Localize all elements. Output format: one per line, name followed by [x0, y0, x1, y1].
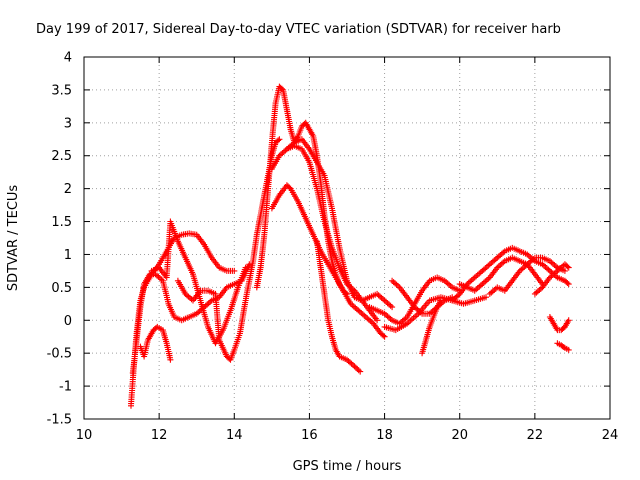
x-tick-label: 10: [76, 428, 93, 443]
x-tick-label: 22: [527, 428, 544, 443]
series-sat-q: [486, 261, 546, 297]
series-sat-o: [449, 244, 572, 304]
plot-frame: [83, 56, 611, 420]
series-markers: [283, 136, 396, 311]
series-sat-d: [148, 218, 249, 347]
y-axis-label: SDTVAR / TECUs: [6, 185, 21, 292]
y-tick-label: -0.5: [47, 347, 72, 362]
series-sat-s: [546, 314, 572, 334]
series-group: [128, 83, 572, 409]
series-markers: [486, 261, 546, 297]
series-markers: [531, 261, 572, 297]
y-tick-labels: -1.5 -1 -0.5 0 0.5 1 1.5 2 2.5 3 3.5 4: [47, 51, 72, 428]
series-sat-f: [253, 83, 350, 297]
series-sat-k: [366, 274, 463, 327]
series-markers: [554, 340, 572, 353]
y-tick-label: -1: [59, 380, 72, 395]
series-markers: [137, 323, 174, 363]
series-sat-t: [554, 340, 572, 353]
series-markers: [366, 274, 463, 327]
x-tick-label: 20: [451, 428, 468, 443]
y-tick-label: 1: [64, 248, 72, 263]
y-tick-label: -1.5: [47, 413, 72, 428]
series-markers: [253, 83, 350, 297]
series-sat-c: [137, 323, 174, 363]
series-markers: [174, 136, 283, 363]
x-tick-label: 18: [376, 428, 393, 443]
y-tick-label: 2: [64, 182, 72, 197]
chart-title: Day 199 of 2017, Sidereal Day-to-day VTE…: [36, 22, 561, 37]
series-markers: [313, 238, 364, 375]
x-tick-label: 14: [226, 428, 243, 443]
x-tick-label: 24: [602, 428, 619, 443]
grid-lines: [84, 57, 610, 419]
y-tick-label: 1.5: [51, 215, 72, 230]
series-markers: [129, 261, 253, 376]
y-tick-label: 2.5: [51, 149, 72, 164]
x-tick-labels: 10 12 14 16 18 20 22 24: [76, 428, 619, 443]
x-axis-label: GPS time / hours: [293, 459, 402, 474]
series-sat-r: [531, 261, 572, 297]
series-markers: [148, 218, 249, 347]
series-markers: [449, 244, 572, 304]
y-tick-label: 4: [64, 51, 72, 66]
x-tick-label: 16: [301, 428, 318, 443]
series-sat-e: [174, 136, 283, 363]
y-tick-label: 0.5: [51, 281, 72, 296]
series-markers: [419, 297, 444, 357]
series-markers: [546, 314, 572, 334]
y-tick-label: 3.5: [51, 83, 72, 98]
series-sat-j: [313, 238, 364, 375]
series-sat-i: [283, 136, 396, 311]
series-sat-n: [419, 297, 444, 357]
y-tick-label: 3: [64, 116, 72, 131]
x-tick-label: 12: [151, 428, 168, 443]
y-tick-label: 0: [64, 314, 72, 329]
series-sat-b: [129, 261, 253, 376]
tick-marks: [83, 56, 611, 420]
